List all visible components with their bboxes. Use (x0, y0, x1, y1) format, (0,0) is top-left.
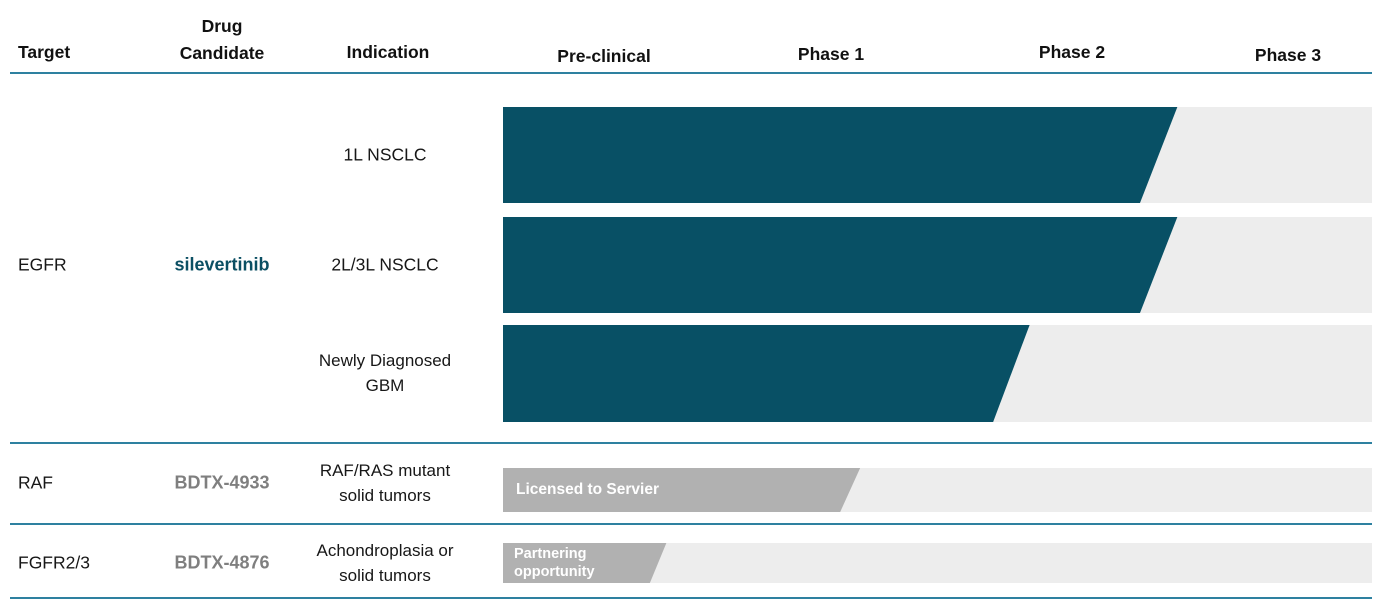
phase-header-phase3: Phase 3 (1254, 45, 1322, 65)
bottom-divider-line (10, 597, 1372, 599)
phase-bar-fill-1l-nsclc (503, 107, 1178, 203)
section-divider-line (10, 523, 1372, 525)
section-divider-line (10, 442, 1372, 444)
phase-header-preclinical: Pre-clinical (557, 46, 651, 66)
phase-bar-fill-newly-diagnosed-gbm (503, 325, 1030, 422)
phase-bar-track-fgfr: Partnering opportunity (503, 543, 1372, 583)
column-header-indication: Indication (346, 42, 430, 62)
target-label-raf: RAF (18, 472, 53, 493)
target-label-fgfr2-3: FGFR2/3 (18, 552, 90, 573)
column-header-drug-candidate: Drug Candidate (179, 16, 265, 63)
drug-candidate-bdtx-4876: BDTX-4876 (174, 552, 270, 573)
phase-bar-track-2l-3l-nsclc (503, 217, 1372, 313)
phase-bar-track-newly-diagnosed-gbm (503, 325, 1372, 422)
indication-2l-3l-nsclc: 2L/3L NSCLC (331, 254, 439, 275)
header-divider-line (10, 72, 1372, 74)
indication-newly-diagnosed-gbm: Newly Diagnosed GBM (318, 351, 452, 395)
phase-bar-track-1l-nsclc (503, 107, 1372, 203)
target-label-egfr: EGFR (18, 254, 67, 275)
drug-candidate-bdtx-4933: BDTX-4933 (174, 472, 270, 493)
indication-achondroplasia-or-solid-tumors: Achondroplasia or solid tumors (316, 541, 454, 585)
indication-1l-nsclc: 1L NSCLC (343, 144, 427, 165)
phase-bar-fill-fgfr (503, 543, 667, 583)
column-header-target: Target (18, 42, 71, 62)
phase-bar-track-raf: Licensed to Servier (503, 468, 1372, 512)
phase-header-phase1: Phase 1 (797, 44, 865, 64)
bar-label-partnering-opportunity: Partnering opportunity (514, 546, 595, 580)
phase-bar-fill-2l-3l-nsclc (503, 217, 1178, 313)
indication-raf-ras-mutant-solid-tumors: RAF/RAS mutant solid tumors (319, 461, 451, 505)
bar-label-licensed-to-servier: Licensed to Servier (516, 481, 660, 498)
phase-bar-fill-raf (503, 468, 861, 512)
phase-header-phase2: Phase 2 (1038, 42, 1106, 62)
drug-candidate-silevertinib: silevertinib (174, 254, 270, 275)
